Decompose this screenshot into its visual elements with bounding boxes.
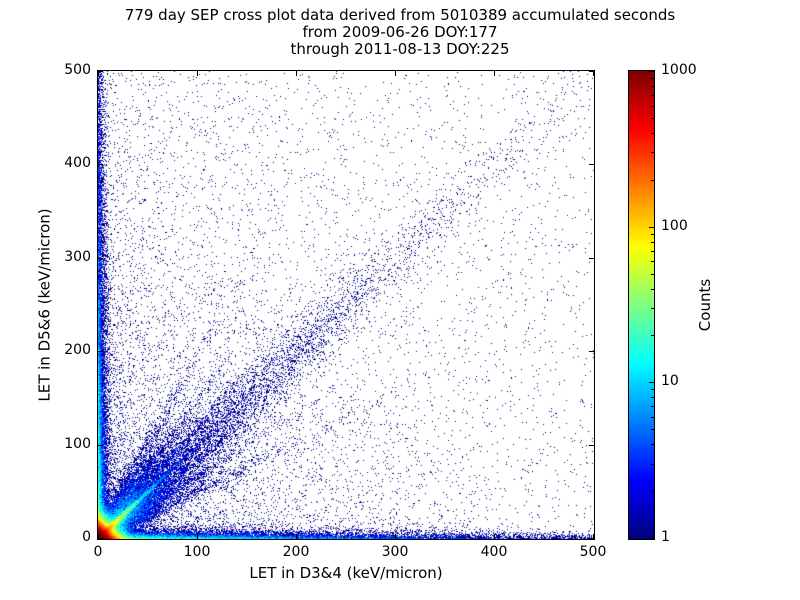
chart-title-line1: 779 day SEP cross plot data derived from…	[124, 6, 676, 24]
y-tick-right	[589, 164, 594, 165]
y-tick-right	[589, 71, 594, 72]
x-tick-label: 200	[282, 544, 310, 560]
colorbar-gradient	[629, 71, 654, 539]
colorbar-tick	[649, 227, 654, 228]
y-tick-label: 100	[64, 436, 91, 452]
colorbar-minor-tick	[651, 95, 654, 96]
colorbar-minor-tick	[651, 106, 654, 107]
chart-title-line3: through 2011-08-13 DOY:225	[290, 40, 510, 58]
colorbar-tick-label: 1000	[661, 62, 697, 78]
colorbar-label-wrap: Counts	[694, 70, 716, 540]
y-tick-right	[589, 258, 594, 259]
colorbar-minor-tick	[651, 289, 654, 290]
x-tick	[197, 534, 198, 539]
x-tick-label: 300	[381, 544, 409, 560]
colorbar-tick	[649, 71, 654, 72]
colorbar-minor-tick	[651, 464, 654, 465]
y-tick-right	[589, 445, 594, 446]
colorbar-minor-tick	[651, 234, 654, 235]
x-tick-label: 400	[480, 544, 508, 560]
colorbar-minor-tick	[651, 118, 654, 119]
x-tick-label: 100	[183, 544, 211, 560]
colorbar-tick-label: 100	[661, 218, 688, 234]
x-tick-top	[494, 71, 495, 76]
colorbar-minor-tick	[651, 180, 654, 181]
y-axis-label: LET in D5&6 (keV/micron)	[36, 208, 55, 402]
x-tick	[494, 534, 495, 539]
colorbar-minor-tick	[651, 251, 654, 252]
colorbar-minor-tick	[651, 444, 654, 445]
colorbar-tick	[649, 538, 654, 539]
colorbar-minor-tick	[651, 406, 654, 407]
x-tick	[296, 534, 297, 539]
x-tick-top	[395, 71, 396, 76]
colorbar-minor-tick	[651, 78, 654, 79]
y-tick	[98, 258, 103, 259]
colorbar-minor-tick	[651, 429, 654, 430]
colorbar-minor-tick	[651, 397, 654, 398]
colorbar-minor-tick	[651, 133, 654, 134]
y-tick-right	[589, 538, 594, 539]
x-tick-top	[197, 71, 198, 76]
colorbar-minor-tick	[651, 308, 654, 309]
x-tick	[593, 534, 594, 539]
colorbar-minor-tick	[651, 242, 654, 243]
y-tick	[98, 538, 103, 539]
colorbar-minor-tick	[651, 335, 654, 336]
y-tick-label: 200	[64, 342, 91, 358]
scatter-density-canvas	[98, 71, 594, 539]
y-tick-label: 500	[64, 62, 91, 78]
colorbar-label: Counts	[696, 278, 714, 332]
colorbar-minor-tick	[651, 491, 654, 492]
colorbar-minor-tick	[651, 152, 654, 153]
plot-area	[97, 70, 595, 540]
y-tick	[98, 164, 103, 165]
colorbar-minor-tick	[651, 389, 654, 390]
x-tick-top	[296, 71, 297, 76]
x-tick-label: 0	[93, 544, 103, 560]
chart-title: 779 day SEP cross plot data derived from…	[0, 7, 800, 58]
y-tick-right	[589, 351, 594, 352]
y-tick	[98, 71, 103, 72]
x-tick-top	[593, 71, 594, 76]
x-tick	[395, 534, 396, 539]
y-tick	[98, 351, 103, 352]
colorbar-minor-tick	[651, 261, 654, 262]
y-axis-label-wrap: LET in D5&6 (keV/micron)	[34, 70, 56, 540]
colorbar-tick-label: 1	[661, 529, 670, 545]
colorbar-minor-tick	[651, 86, 654, 87]
x-axis-label: LET in D3&4 (keV/micron)	[249, 564, 443, 582]
y-tick-label: 400	[64, 155, 91, 171]
chart-title-line2: from 2009-06-26 DOY:177	[302, 23, 498, 41]
x-tick	[98, 534, 99, 539]
x-tick-top	[98, 71, 99, 76]
colorbar	[628, 70, 655, 540]
x-tick-label: 500	[579, 544, 607, 560]
y-tick-label: 300	[64, 249, 91, 265]
colorbar-tick-label: 10	[661, 373, 679, 389]
y-tick-label: 0	[82, 529, 91, 545]
colorbar-minor-tick	[651, 274, 654, 275]
y-tick	[98, 445, 103, 446]
colorbar-tick	[649, 382, 654, 383]
colorbar-minor-tick	[651, 417, 654, 418]
